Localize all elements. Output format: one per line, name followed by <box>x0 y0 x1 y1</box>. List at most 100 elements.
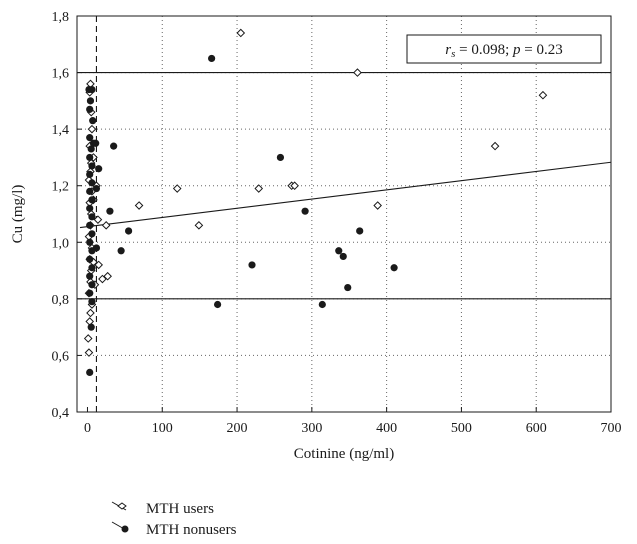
legend-open-diamond-icon <box>117 502 127 510</box>
mth-nonusers-point <box>390 264 398 272</box>
y-axis-ticks: 0,4 0,6 0,8 1,0 1,2 1,4 1,6 1,8 <box>52 10 82 421</box>
mth-users-point <box>290 181 299 191</box>
mth-nonusers-point <box>86 255 94 263</box>
mth-nonusers-point <box>110 142 118 150</box>
legend-item-mth-nonusers: MTH nonusers <box>111 521 237 538</box>
mth-nonusers-point <box>86 105 94 113</box>
stat-annotation-box <box>406 34 602 64</box>
x-tick-label: 0 <box>84 421 91 436</box>
mth-nonusers-point <box>88 298 96 306</box>
y-tick-label: 1,6 <box>52 67 70 82</box>
stat-annotation: rs = 0.098; p = 0.23 <box>406 34 602 64</box>
mth-nonusers-point <box>335 247 343 255</box>
mth-nonusers-point <box>86 153 94 162</box>
mth-users-point <box>87 124 97 134</box>
mth-users-point <box>93 215 103 224</box>
mth-nonusers-point <box>88 196 96 204</box>
mth-nonusers-point <box>87 323 95 331</box>
y-tick-label: 1,2 <box>52 180 70 195</box>
mth-users-point <box>86 308 95 318</box>
mth-nonusers-point <box>208 54 216 63</box>
stat-r-subscript: s <box>451 48 455 60</box>
mth-nonusers-point <box>86 272 94 280</box>
mth-users-point <box>538 90 548 100</box>
mth-users-point <box>83 334 93 343</box>
plot-frame <box>76 15 612 413</box>
x-tick-label: 600 <box>526 421 547 436</box>
mth-nonusers-point <box>86 97 95 105</box>
legend-label-mth-nonusers: MTH nonusers <box>146 522 237 538</box>
mth-nonusers-point <box>344 283 352 292</box>
legend-label-mth-users: MTH users <box>146 501 214 517</box>
mth-nonusers-point <box>86 134 94 142</box>
mth-users-point <box>194 221 204 230</box>
stat-r-value: = 0.098; <box>455 42 513 58</box>
mth-nonusers-point <box>125 227 133 235</box>
mth-users-point <box>84 348 94 357</box>
x-tick-label: 500 <box>451 421 472 436</box>
series-mth-nonusers <box>85 54 398 376</box>
stat-p-symbol: p <box>512 42 521 58</box>
x-tick-label: 300 <box>301 421 322 436</box>
mth-nonusers-point <box>248 261 256 269</box>
mth-nonusers-point <box>86 368 94 376</box>
mth-nonusers-point <box>86 221 94 229</box>
legend-item-mth-users: MTH users <box>111 501 214 517</box>
mth-nonusers-point <box>88 281 96 289</box>
mth-nonusers-point <box>95 165 103 173</box>
y-tick-label: 1,4 <box>52 123 70 138</box>
mth-users-point <box>236 28 246 38</box>
y-axis-label: Cu (mg/l) <box>10 185 26 244</box>
mth-users-point <box>103 271 112 281</box>
grid-lines <box>77 16 611 412</box>
mth-nonusers-point <box>92 139 100 147</box>
mth-nonusers-point <box>88 179 96 187</box>
mth-nonusers-point <box>301 207 309 215</box>
x-tick-label: 100 <box>152 421 173 436</box>
mth-nonusers-point <box>276 153 285 162</box>
mth-users-point <box>134 201 144 210</box>
mth-nonusers-point <box>318 300 326 309</box>
x-tick-label: 400 <box>376 421 397 436</box>
mth-users-point <box>94 260 103 270</box>
x-tick-label: 200 <box>227 421 248 436</box>
mth-nonusers-point <box>92 244 101 252</box>
x-tick-label: 700 <box>601 421 622 436</box>
mth-nonusers-point <box>356 227 364 235</box>
x-axis-label: Cotinine (ng/ml) <box>294 446 394 462</box>
mth-nonusers-point <box>87 145 95 153</box>
mth-nonusers-point <box>214 300 222 309</box>
mth-users-point <box>353 68 362 77</box>
mth-nonusers-point <box>86 170 94 178</box>
y-tick-label: 0,8 <box>52 293 70 308</box>
mth-nonusers-point <box>106 207 114 215</box>
regression-line <box>79 161 612 229</box>
y-tick-label: 0,4 <box>52 406 70 421</box>
mth-nonusers-point <box>92 184 101 193</box>
legend: MTH users MTH nonusers <box>111 501 237 538</box>
mth-nonusers-point <box>86 289 94 297</box>
y-tick-label: 1,8 <box>52 10 70 25</box>
mth-users-point <box>254 184 264 193</box>
mth-users-point <box>490 141 500 151</box>
mth-nonusers-point <box>88 230 96 238</box>
mth-users-point <box>373 201 382 210</box>
mth-nonusers-point <box>88 85 96 94</box>
reference-lines <box>77 16 612 412</box>
stat-r-symbol: r <box>445 42 451 58</box>
y-tick-label: 1,0 <box>52 236 70 251</box>
legend-filled-circle-icon <box>121 525 129 533</box>
mth-nonusers-point <box>86 204 94 212</box>
stat-p-value: = 0.23 <box>521 42 563 58</box>
mth-users-point <box>101 221 111 230</box>
mth-nonusers-point <box>339 252 347 261</box>
mth-nonusers-point <box>86 238 94 246</box>
mth-nonusers-point <box>88 213 96 221</box>
mth-nonusers-point <box>117 247 125 255</box>
series-mth-users <box>83 28 548 357</box>
mth-nonusers-point <box>88 162 96 170</box>
mth-nonusers-point <box>89 117 97 125</box>
stat-annotation-text: rs = 0.098; p = 0.23 <box>445 42 562 60</box>
y-tick-label: 0,6 <box>52 349 70 364</box>
